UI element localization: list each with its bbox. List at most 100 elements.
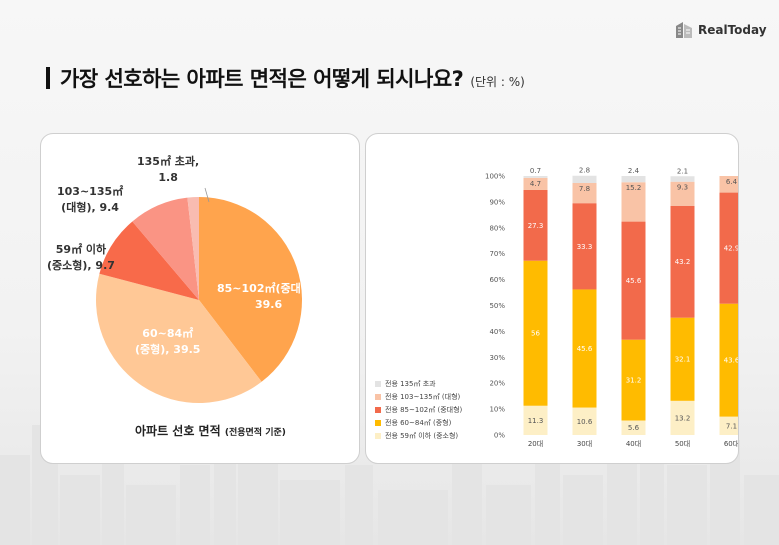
bar-segment (719, 303, 738, 417)
data-label: 42.9 (724, 245, 738, 253)
pie-slice-label: 103~135㎡ (대형), 9.4 (57, 184, 123, 216)
legend-item: 전용 135㎡ 초과 (375, 377, 462, 390)
pie-slice (96, 273, 262, 404)
data-label: 7.1 (726, 422, 737, 430)
pie-label-line1: 103~135㎡ (57, 185, 124, 198)
building-logo-icon (676, 22, 692, 38)
legend-label: 전용 103~135㎡ (대형) (385, 392, 461, 401)
y-tick-label: 20% (489, 380, 505, 388)
page-title: 가장 선호하는 아파트 면적은 어떻게 되시나요? (단위 : %) (46, 63, 525, 93)
data-label: 11.3 (528, 417, 544, 425)
y-tick-label: 0% (494, 432, 505, 440)
legend-item: 전용 103~135㎡ (대형) (375, 390, 462, 403)
pie-slice (132, 197, 199, 300)
x-tick-label: 50대 (675, 440, 690, 448)
y-tick-label: 100% (485, 173, 505, 181)
bar-segment (670, 181, 695, 206)
legend-item: 전용 59㎡ 이하 (중소형) (375, 429, 462, 442)
data-label: 27.3 (528, 222, 544, 230)
bar-segment (523, 260, 548, 406)
bar-segment (719, 192, 738, 304)
pie-slice-label: 59㎡ 이하 (중소형), 9.7 (47, 242, 115, 274)
data-label: 15.2 (626, 184, 642, 192)
data-label: 13.2 (675, 414, 691, 422)
pie-label-line2: (중형), 39.5 (135, 343, 201, 356)
stacked-bar-chart: 0% 10% 20% 30% 40% 50% 60% 70% 80% 90% 100% 11.3 56 2… (485, 167, 738, 448)
bar-segment (572, 182, 597, 204)
pie-label-line2: (대형), 9.4 (61, 201, 119, 214)
bar-segment (523, 176, 548, 178)
bar-segment (719, 416, 738, 435)
y-tick-label: 40% (489, 328, 505, 336)
legend-label: 전용 60~84㎡ (중형) (385, 418, 452, 427)
data-label: 2.1 (677, 167, 688, 175)
y-tick-label: 50% (489, 302, 505, 310)
pie-slice (199, 197, 303, 382)
bar-segment (572, 175, 597, 183)
pie-slice-label: 85~102㎡(중대형), 39.6 (217, 281, 320, 313)
data-label: 45.6 (626, 277, 642, 285)
y-tick-label: 90% (489, 198, 505, 206)
data-label: 4.7 (530, 180, 541, 188)
data-label: 2.4 (628, 167, 640, 175)
legend-item: 전용 60~84㎡ (중형) (375, 416, 462, 429)
pie-caption: 아파트 선호 면적 (전용면적 기준) (135, 422, 286, 439)
pie-slice-label: 135㎡ 초과, 1.8 (137, 154, 199, 186)
bar-segment (572, 289, 597, 408)
pie-chart-card: 85~102㎡(중대형), 39.6 60~84㎡ (중형), 39.5 59㎡ 이하 (… (40, 133, 360, 464)
data-label: 9.3 (677, 184, 688, 192)
logo-text: RealToday (698, 23, 767, 37)
legend-swatch (375, 406, 381, 413)
pie-slice-label: 60~84㎡ (중형), 39.5 (135, 326, 200, 358)
question-title: 가장 선호하는 아파트 면적은 어떻게 되시나요? (60, 67, 464, 91)
data-label: 0.7 (530, 167, 541, 175)
pie-label-line1: 59㎡ 이하 (55, 243, 107, 256)
unit-label: (단위 : %) (470, 75, 525, 89)
legend-label: 전용 85~102㎡ (중대형) (385, 405, 463, 414)
pie-title: 아파트 선호 면적 (135, 424, 221, 438)
stacked-bar-card: 0% 10% 20% 30% 40% 50% 60% 70% 80% 90% 100% 11.3 56 2… (365, 133, 739, 464)
pie-leader-line (204, 187, 210, 203)
data-label: 43.6 (724, 357, 738, 365)
bar-segment (523, 405, 548, 435)
bar-segment (670, 176, 695, 182)
legend-label: 전용 59㎡ 이하 (중소형) (385, 431, 459, 440)
bar-segment (670, 400, 695, 435)
legend-swatch (375, 380, 381, 387)
y-tick-label: 80% (489, 224, 505, 232)
legend-item: 전용 85~102㎡ (중대형) (375, 403, 462, 416)
pie-label-line1: 135㎡ 초과, (137, 155, 200, 168)
bar-segment (621, 420, 646, 435)
bar-segment (670, 205, 695, 318)
pie-label-line2: 1.8 (158, 171, 178, 184)
data-label: 31.2 (626, 377, 642, 385)
x-tick-label: 30대 (577, 440, 592, 448)
realtoday-logo: RealToday (674, 20, 767, 40)
pie-label-line1: 85~102㎡(중대형), (217, 282, 321, 295)
x-tick-label: 40대 (626, 440, 641, 448)
y-tick-label: 70% (489, 250, 505, 258)
x-tick-label: 60대 (724, 440, 738, 448)
bar-segment (523, 189, 548, 261)
bar-segment (572, 203, 597, 290)
data-label: 7.8 (579, 185, 590, 193)
pie-slice (187, 197, 199, 300)
pie-label-line2: (중소형), 9.7 (47, 259, 115, 272)
legend-swatch (375, 393, 381, 400)
data-label: 43.2 (675, 258, 691, 266)
y-tick-label: 10% (489, 406, 505, 414)
y-tick-label: 60% (489, 276, 505, 284)
data-label: 5.6 (628, 424, 640, 432)
bar-segment (621, 221, 646, 340)
bar-segment (621, 182, 646, 222)
bar-segment (523, 177, 548, 190)
data-label: 56 (531, 330, 540, 338)
data-label: 6.4 (726, 178, 738, 186)
bar-segment (670, 317, 695, 401)
title-accent-bar (46, 67, 50, 89)
bar-segment (572, 407, 597, 435)
pie-subtitle: (전용면적 기준) (224, 428, 286, 438)
data-label: 10.6 (577, 418, 593, 426)
legend-swatch (375, 419, 381, 426)
